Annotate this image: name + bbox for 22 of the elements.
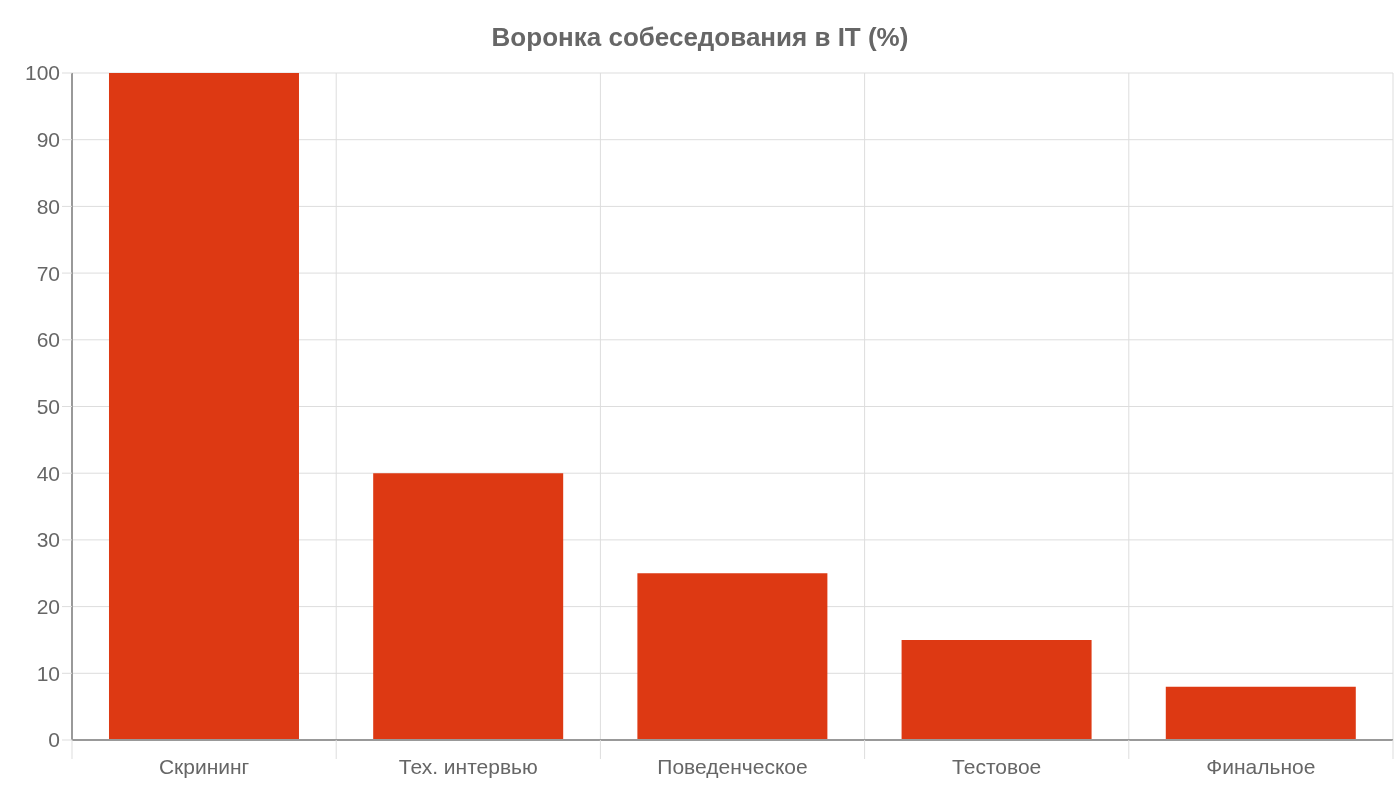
bar bbox=[637, 573, 828, 740]
chart-title: Воронка собеседования в IT (%) bbox=[490, 21, 910, 54]
x-tick-label: Тех. интервью bbox=[398, 755, 538, 778]
x-tick-label: Финальное bbox=[1206, 755, 1316, 778]
y-tick-label: 50 bbox=[36, 394, 60, 418]
bar bbox=[108, 73, 299, 740]
bar bbox=[373, 473, 564, 740]
bar bbox=[901, 639, 1092, 740]
y-tick-label: 0 bbox=[48, 728, 60, 752]
y-tick-label: 60 bbox=[36, 328, 60, 352]
x-tick-label: Поведенческое bbox=[657, 755, 808, 778]
y-tick-label: 10 bbox=[36, 661, 60, 685]
y-tick-label: 90 bbox=[36, 128, 60, 152]
y-tick-label: 40 bbox=[36, 461, 60, 485]
y-tick-label: 80 bbox=[36, 194, 60, 218]
x-tick-label: Скрининг bbox=[158, 755, 250, 778]
x-tick-label: Тестовое bbox=[952, 755, 1042, 778]
y-tick-label: 100 bbox=[24, 61, 60, 85]
bar bbox=[1165, 686, 1356, 740]
y-tick-label: 30 bbox=[36, 528, 60, 552]
y-tick-label: 20 bbox=[36, 595, 60, 619]
y-tick-label: 70 bbox=[36, 261, 60, 285]
